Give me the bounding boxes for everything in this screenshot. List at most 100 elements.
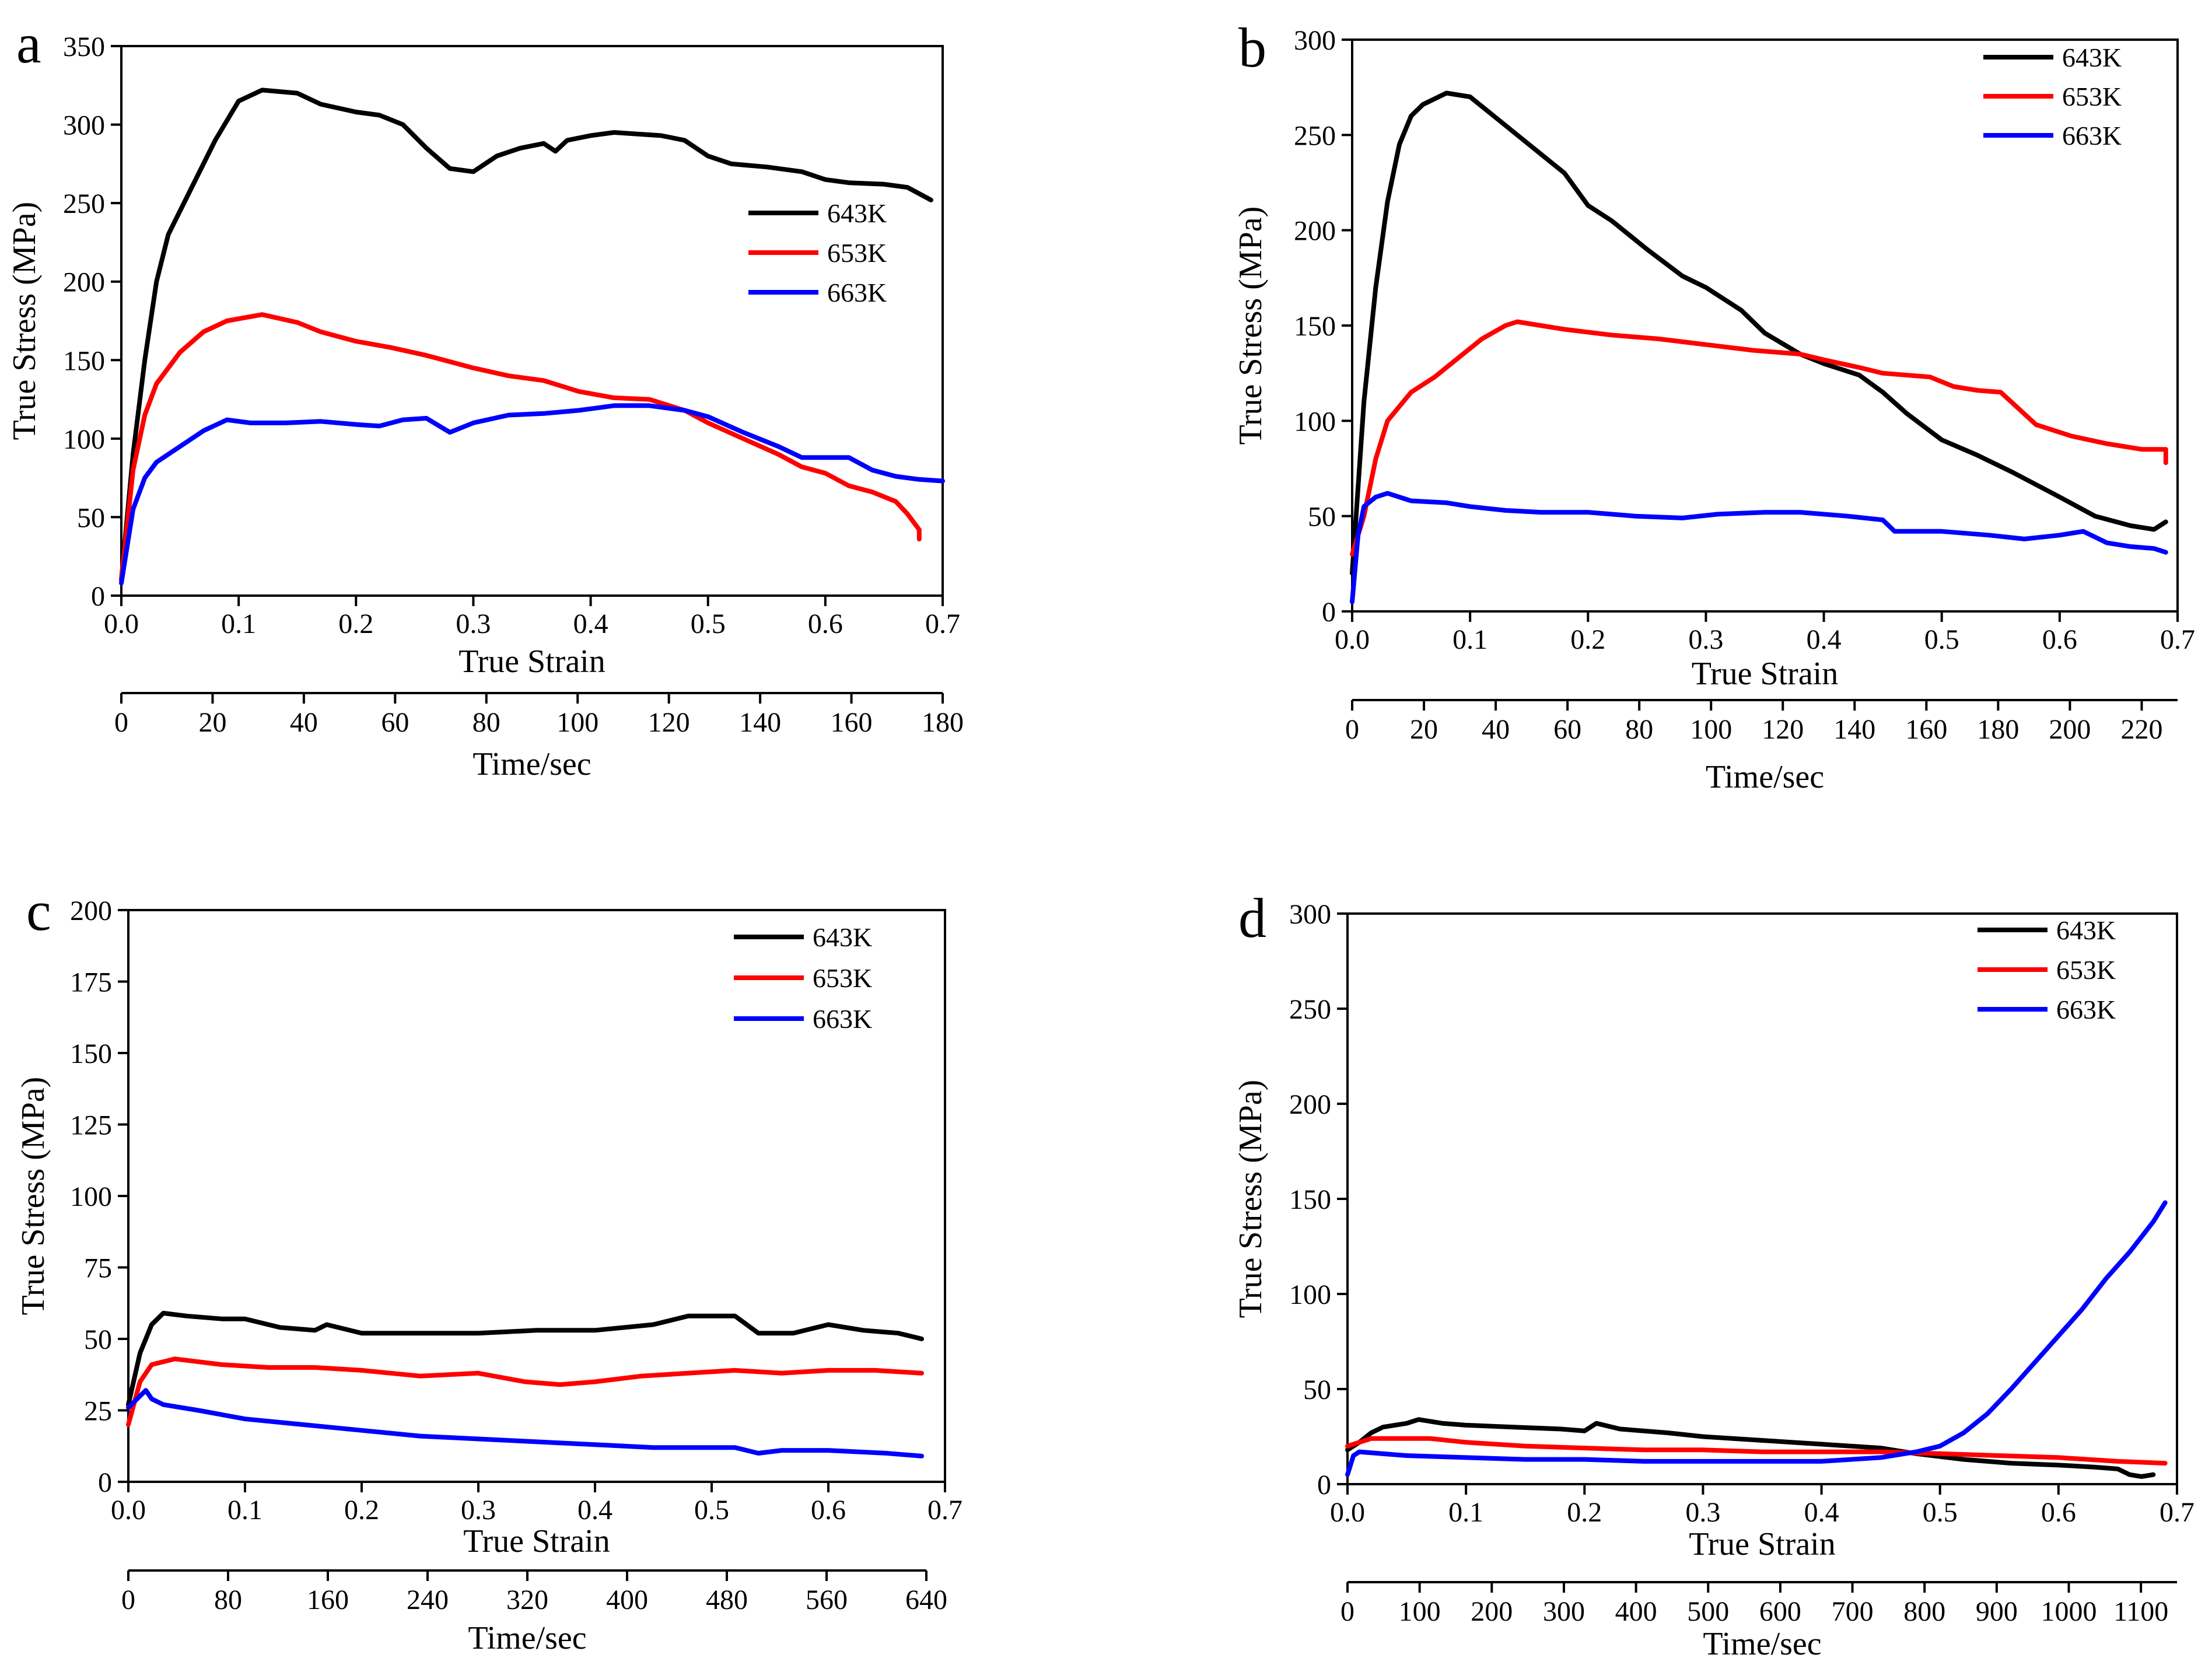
plot-frame: [127, 909, 946, 1483]
y-tick-label: 200: [63, 267, 105, 298]
y-tick-label: 100: [63, 424, 105, 455]
x-tick-label: 0.7: [2160, 1497, 2194, 1528]
legend-label: 663K: [813, 1004, 872, 1034]
x-tick-label: 0.0: [1330, 1497, 1365, 1528]
time-axis-title: Time/sec: [473, 746, 591, 782]
x-tick-label: 0.3: [1685, 1497, 1720, 1528]
y-tick-label: 300: [63, 110, 105, 141]
time-tick-label: 900: [1976, 1596, 2018, 1627]
y-tick-label: 150: [1289, 1184, 1331, 1215]
y-tick-label: 100: [1289, 1279, 1331, 1310]
time-tick-label: 120: [648, 707, 690, 738]
chart-panel-c: c 0 25 50 75 100 125 150 175 200 0.0 0.1 0.2 0.3 0.4 0.…: [15, 880, 963, 1656]
x-tick-label: 0.2: [1567, 1497, 1602, 1528]
time-tick-label: 800: [1903, 1596, 1945, 1627]
time-tick-label: 0: [114, 707, 128, 738]
y-tick-label: 0: [91, 581, 105, 612]
x-tick-label: 0.0: [104, 608, 139, 639]
legend-label: 663K: [827, 278, 887, 307]
y-tick-label: 250: [1294, 120, 1336, 151]
plot-frame: [1351, 39, 2179, 613]
time-tick-label: 160: [1905, 714, 1947, 745]
series-line-663k: [119, 403, 945, 586]
y-tick-label: 150: [63, 345, 105, 376]
time-tick-label: 1100: [2113, 1596, 2168, 1627]
x-tick-label: 0.5: [1923, 1497, 1958, 1528]
y-tick-label: 100: [70, 1181, 112, 1212]
x-tick-label: 0.4: [573, 608, 608, 639]
legend-label: 663K: [2062, 121, 2122, 151]
series-line-643k: [119, 88, 933, 583]
x-tick-label: 0.1: [221, 608, 256, 639]
x-tick-label: 0.4: [578, 1495, 612, 1526]
y-axis-title: True Stress (MPa): [6, 202, 43, 440]
x-tick-label: 0.3: [456, 608, 491, 639]
x-tick-label: 0.5: [1924, 624, 1959, 655]
time-tick-label: 100: [556, 707, 598, 738]
time-tick-label: 300: [1543, 1596, 1585, 1627]
legend-label: 643K: [827, 198, 887, 228]
x-axis-title: True Strain: [463, 1523, 610, 1559]
series-line-653k: [119, 312, 922, 583]
x-tick-label: 0.2: [338, 608, 373, 639]
chart-panel-d: d 0 50 100 150 200 250 300 0.0 0.1 0.2 0.3 0.4 0.5 0.6…: [1233, 887, 2194, 1662]
x-tick-label: 0.7: [925, 608, 960, 639]
time-tick-label: 700: [1832, 1596, 1874, 1627]
x-tick-label: 0.0: [1335, 624, 1370, 655]
time-axis-title: Time/sec: [468, 1620, 586, 1656]
series-line-663k: [1350, 491, 2168, 604]
time-tick-label: 600: [1759, 1596, 1801, 1627]
legend-label: 643K: [2056, 915, 2116, 945]
legend-label: 643K: [2062, 43, 2122, 72]
time-tick-label: 20: [198, 707, 226, 738]
time-tick-label: 400: [1615, 1596, 1657, 1627]
legend-label: 653K: [2062, 82, 2122, 111]
x-tick-label: 0.3: [461, 1495, 496, 1526]
legend-label: 653K: [827, 238, 887, 268]
x-tick-label: 0.1: [1452, 624, 1488, 655]
time-tick-label: 220: [2120, 714, 2162, 745]
time-tick-label: 0: [1340, 1596, 1354, 1627]
x-tick-label: 0.7: [928, 1495, 963, 1526]
legend-label: 653K: [813, 963, 872, 993]
y-tick-label: 175: [70, 967, 112, 998]
legend-label: 643K: [813, 922, 872, 952]
y-tick-label: 200: [1294, 216, 1336, 247]
x-tick-label: 0.5: [691, 608, 726, 639]
y-tick-label: 100: [1294, 406, 1336, 437]
series-line-653k: [1345, 1436, 2168, 1466]
time-tick-label: 400: [606, 1584, 648, 1615]
x-tick-label: 0.7: [2160, 624, 2195, 655]
y-tick-label: 75: [84, 1253, 112, 1284]
time-tick-label: 80: [1625, 714, 1653, 745]
series-line-663k: [1345, 1200, 2168, 1477]
y-axis-title: True Stress (MPa): [1233, 207, 1269, 445]
y-tick-label: 0: [1317, 1470, 1331, 1500]
time-tick-label: 120: [1762, 714, 1804, 745]
x-axis-title: True Strain: [1692, 656, 1839, 692]
time-tick-label: 200: [2049, 714, 2091, 745]
x-tick-label: 0.4: [1807, 624, 1842, 655]
time-tick-label: 80: [473, 707, 501, 738]
time-tick-label: 60: [1553, 714, 1581, 745]
y-tick-label: 0: [1322, 597, 1336, 628]
plot-frame: [1346, 912, 2178, 1485]
legend-label: 663K: [2056, 995, 2116, 1024]
legend-label: 653K: [2056, 955, 2116, 985]
time-tick-label: 200: [1471, 1596, 1513, 1627]
time-tick-label: 320: [506, 1584, 548, 1615]
time-tick-label: 560: [806, 1584, 848, 1615]
x-tick-label: 0.6: [2041, 1497, 2076, 1528]
x-axis-title: True Strain: [1689, 1526, 1836, 1562]
time-tick-label: 180: [922, 707, 964, 738]
series-line-653k: [1350, 319, 2168, 557]
y-axis-title: True Stress (MPa): [1233, 1080, 1269, 1318]
x-tick-label: 0.0: [111, 1495, 146, 1526]
y-tick-label: 25: [84, 1396, 112, 1427]
time-tick-label: 40: [290, 707, 318, 738]
x-tick-label: 0.2: [344, 1495, 379, 1526]
y-tick-label: 50: [84, 1324, 112, 1355]
